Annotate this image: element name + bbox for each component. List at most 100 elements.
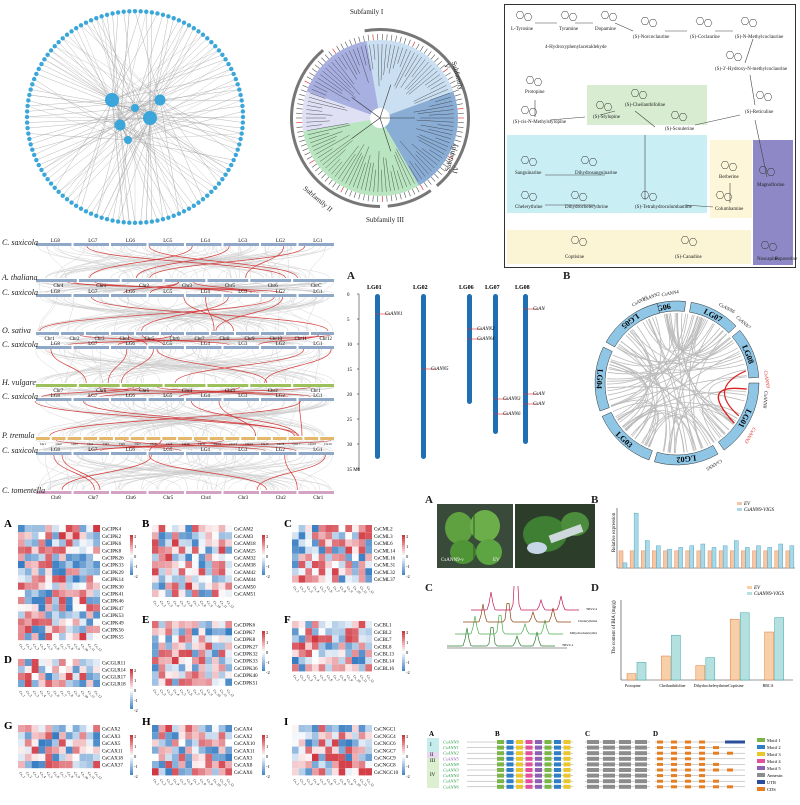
tree-leaf-tick	[307, 77, 312, 80]
heatmap-cell	[339, 754, 346, 761]
synteny-chr-label: LG8	[51, 394, 61, 399]
heatmap-cell	[52, 532, 59, 539]
annexin-domain	[587, 740, 599, 744]
chromosome-bar	[421, 294, 426, 459]
heatmap-cell	[59, 673, 66, 680]
heatmap-cell	[292, 539, 299, 546]
cds-box	[657, 757, 663, 760]
heatmap-cell	[352, 532, 359, 539]
heatmap-cell	[325, 664, 332, 671]
cds-box	[671, 752, 677, 755]
heatmap-cell	[312, 768, 319, 775]
heatmap-cell	[219, 739, 226, 746]
heatmap-cell	[365, 561, 372, 568]
synteny-chr-label: LG8	[51, 239, 61, 244]
heatmap-legend-bar	[262, 657, 265, 659]
heatmap-cell	[185, 664, 192, 671]
heatmap-cell	[39, 633, 46, 640]
heatmap-cell	[66, 583, 73, 590]
b-bar	[741, 551, 745, 568]
motif-box	[497, 746, 504, 750]
synteny-link	[301, 349, 319, 383]
heatmap-cell	[93, 568, 100, 575]
heatmap-legend-bar	[262, 573, 265, 575]
heatmap-cell	[205, 554, 212, 561]
heatmap-legend-bar	[402, 555, 405, 557]
heatmap-cell	[219, 525, 226, 532]
synteny-chromosome	[299, 491, 335, 494]
heatmap-cell	[205, 635, 212, 642]
heatmap-cell	[172, 739, 179, 746]
heatmap-gene-label: CsCIPK33	[102, 564, 124, 569]
heatmap-cell	[165, 554, 172, 561]
pw-n-methylcoclaurine: (S)-N-Methylcoclaurine	[735, 35, 783, 40]
network-node	[61, 193, 65, 197]
heatmap-legend-bar	[262, 633, 265, 635]
molecule-ring	[521, 192, 529, 199]
heatmap-cell	[165, 575, 172, 582]
heatmap-cell	[212, 628, 219, 635]
network-node	[213, 186, 217, 190]
heatmap-cell	[80, 633, 87, 640]
annexin-domain	[635, 768, 647, 772]
cds-box	[671, 780, 677, 783]
heatmap-cell	[25, 619, 32, 626]
synteny-chr-label: LG8	[51, 342, 61, 347]
heatmap-gene-label: CsCBL8	[374, 645, 392, 650]
cds-box	[671, 769, 677, 772]
annexin-domain	[635, 779, 647, 783]
annexin-domain	[603, 774, 615, 778]
motif-box	[554, 757, 561, 761]
tree-leaf-tick	[298, 136, 304, 137]
heatmap-cell	[59, 739, 66, 746]
synteny-chromosome	[261, 332, 284, 335]
heatmap-sample-label: Cs_3	[306, 778, 314, 786]
network-node	[192, 204, 196, 208]
heatmap-sample-label: Cs_2	[299, 585, 307, 593]
lg-label: LG07	[485, 285, 500, 291]
heatmap-cell	[339, 525, 346, 532]
network-node	[241, 109, 245, 113]
heatmap-cell	[299, 628, 306, 635]
heatmap-cell	[205, 621, 212, 628]
heatmap-legend-bar	[262, 639, 265, 641]
heatmap-cell	[32, 680, 39, 687]
tree-leaf-tick	[434, 174, 438, 178]
synteny-chromosome	[122, 279, 163, 282]
heatmap-cell	[39, 575, 46, 582]
heatmap-cell	[32, 597, 39, 604]
cds-box	[699, 757, 705, 760]
synteny-link-highlight	[83, 401, 294, 436]
photo-label-ev: EV	[493, 558, 500, 563]
heatmap-cell	[299, 568, 306, 575]
heatmap-cell	[152, 761, 159, 768]
heatmap-gene-label: CsCML37	[374, 578, 396, 583]
heatmap-cell	[172, 590, 179, 597]
heatmap-cell	[212, 761, 219, 768]
cds-box	[699, 741, 705, 744]
heatmap-legend-bar	[262, 641, 265, 643]
heatmap-cell	[352, 561, 359, 568]
heatmap-legend-bar	[130, 697, 133, 699]
heatmap-cell	[172, 657, 179, 664]
tree-leaf-tick	[297, 108, 303, 109]
tree-leaf-tick	[455, 140, 461, 142]
heatmap-gene-label: CsCIPK8	[102, 549, 122, 554]
heatmap-cell	[86, 666, 93, 673]
heatmap-cell	[292, 525, 299, 532]
heatmap-cell	[192, 532, 199, 539]
heatmap-cell	[93, 732, 100, 739]
tree-leaf-tick	[354, 38, 356, 44]
network-node	[229, 163, 233, 167]
synteny-chr-label: Chr16	[277, 442, 285, 446]
motif-box	[545, 757, 552, 761]
heatmap-cell	[199, 664, 206, 671]
tree-leaf-tick	[391, 195, 392, 201]
heatmap-cell	[359, 628, 366, 635]
heatmap-cell	[172, 621, 179, 628]
synteny-link	[245, 455, 305, 490]
heatmap-cell	[25, 597, 32, 604]
heatmap-legend-bar	[262, 661, 265, 663]
heatmap-cell	[192, 621, 199, 628]
heatmap-sample-label: Cs_1	[18, 771, 26, 779]
